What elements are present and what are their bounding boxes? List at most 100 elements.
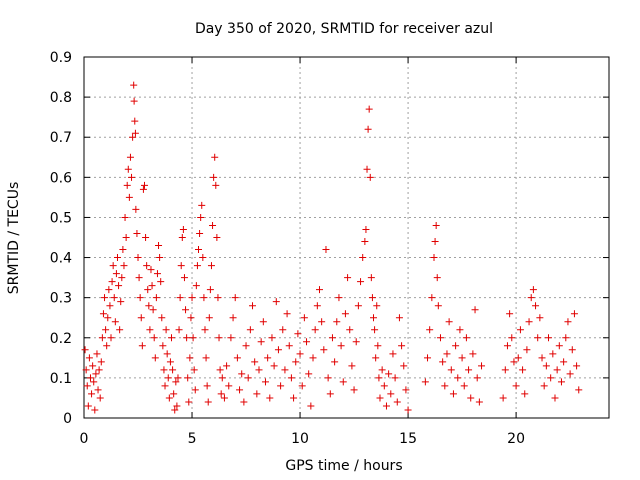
data-point bbox=[215, 334, 223, 342]
data-point bbox=[391, 374, 399, 382]
y-tick-label: 0.9 bbox=[50, 50, 72, 66]
data-point bbox=[147, 266, 155, 274]
data-point bbox=[324, 374, 332, 382]
data-point bbox=[370, 314, 378, 322]
data-point bbox=[393, 398, 401, 406]
data-point bbox=[285, 342, 293, 350]
data-point bbox=[190, 366, 198, 374]
data-point bbox=[178, 234, 186, 241]
data-point bbox=[198, 201, 206, 209]
data-point bbox=[375, 374, 383, 382]
data-point bbox=[81, 346, 89, 354]
data-point bbox=[456, 326, 464, 334]
data-point bbox=[270, 362, 278, 370]
data-point bbox=[359, 254, 367, 262]
data-point bbox=[130, 97, 138, 105]
data-point bbox=[287, 374, 295, 382]
y-tick-label: 0.6 bbox=[50, 170, 72, 186]
data-point bbox=[527, 294, 535, 302]
data-point bbox=[512, 382, 520, 390]
data-point bbox=[163, 350, 171, 358]
data-point bbox=[179, 225, 187, 233]
y-tick-label: 0.1 bbox=[50, 371, 72, 387]
data-point bbox=[380, 382, 388, 390]
data-point bbox=[195, 246, 203, 254]
data-point bbox=[510, 358, 518, 366]
data-point bbox=[111, 318, 119, 326]
data-point bbox=[151, 354, 159, 362]
data-point bbox=[346, 326, 354, 334]
data-point bbox=[119, 246, 127, 254]
data-point bbox=[110, 294, 118, 302]
data-point bbox=[431, 238, 439, 246]
data-point bbox=[506, 310, 514, 318]
data-point bbox=[326, 390, 334, 398]
data-point bbox=[155, 242, 163, 250]
data-point bbox=[150, 334, 158, 342]
data-points bbox=[81, 81, 583, 414]
data-point bbox=[555, 342, 563, 350]
data-point bbox=[266, 394, 274, 402]
x-tick-label: 0 bbox=[80, 431, 89, 447]
data-point bbox=[566, 370, 574, 378]
data-point bbox=[382, 402, 390, 410]
data-point bbox=[191, 386, 199, 394]
data-point bbox=[469, 350, 477, 358]
data-point bbox=[98, 334, 106, 342]
data-point bbox=[183, 334, 191, 342]
data-point bbox=[395, 314, 403, 322]
data-point bbox=[362, 225, 370, 233]
data-point bbox=[307, 402, 315, 410]
data-point bbox=[424, 354, 432, 362]
data-point bbox=[152, 294, 160, 302]
data-point bbox=[108, 278, 116, 286]
chart-title: Day 350 of 2020, SRMTID for receiver azu… bbox=[195, 21, 493, 37]
y-tick-label: 0.7 bbox=[50, 130, 72, 146]
data-point bbox=[529, 286, 537, 294]
data-point bbox=[549, 350, 557, 358]
data-point bbox=[398, 342, 406, 350]
data-point bbox=[557, 378, 565, 386]
axis-ticks: 0 0.1 0.2 0.3 0.4 0.5 0.6 0.7 0.8 0.9 0 5 10 15 20 bbox=[50, 50, 609, 447]
data-point bbox=[135, 274, 143, 282]
data-point bbox=[249, 302, 257, 310]
data-point bbox=[385, 370, 393, 378]
data-point bbox=[199, 254, 207, 262]
data-point bbox=[186, 354, 194, 362]
data-point bbox=[441, 382, 449, 390]
data-point bbox=[106, 302, 114, 310]
data-point bbox=[292, 358, 300, 366]
data-point bbox=[85, 354, 93, 362]
data-point bbox=[205, 314, 213, 322]
data-point bbox=[148, 282, 156, 290]
data-point bbox=[200, 294, 208, 302]
data-point bbox=[223, 362, 231, 370]
data-point bbox=[478, 362, 486, 370]
data-point bbox=[339, 378, 347, 386]
data-point bbox=[101, 294, 109, 302]
data-point bbox=[201, 326, 209, 334]
data-point bbox=[107, 334, 115, 342]
data-point bbox=[322, 246, 330, 254]
data-point bbox=[305, 370, 313, 378]
data-point bbox=[281, 366, 289, 374]
data-point bbox=[184, 374, 192, 382]
data-point bbox=[131, 117, 139, 125]
data-point bbox=[124, 165, 132, 173]
data-point bbox=[125, 193, 133, 201]
data-point bbox=[216, 366, 224, 374]
data-point bbox=[145, 302, 153, 310]
data-point bbox=[157, 278, 165, 286]
y-tick-label: 0.4 bbox=[50, 251, 72, 267]
data-point bbox=[547, 374, 555, 382]
data-point bbox=[187, 314, 195, 322]
data-point bbox=[404, 406, 412, 414]
data-point bbox=[139, 185, 147, 193]
data-point bbox=[160, 366, 168, 374]
data-point bbox=[164, 374, 172, 382]
data-point bbox=[203, 382, 211, 390]
data-point bbox=[116, 326, 124, 334]
data-point bbox=[300, 314, 308, 322]
data-point bbox=[174, 374, 182, 382]
data-point bbox=[102, 326, 110, 334]
